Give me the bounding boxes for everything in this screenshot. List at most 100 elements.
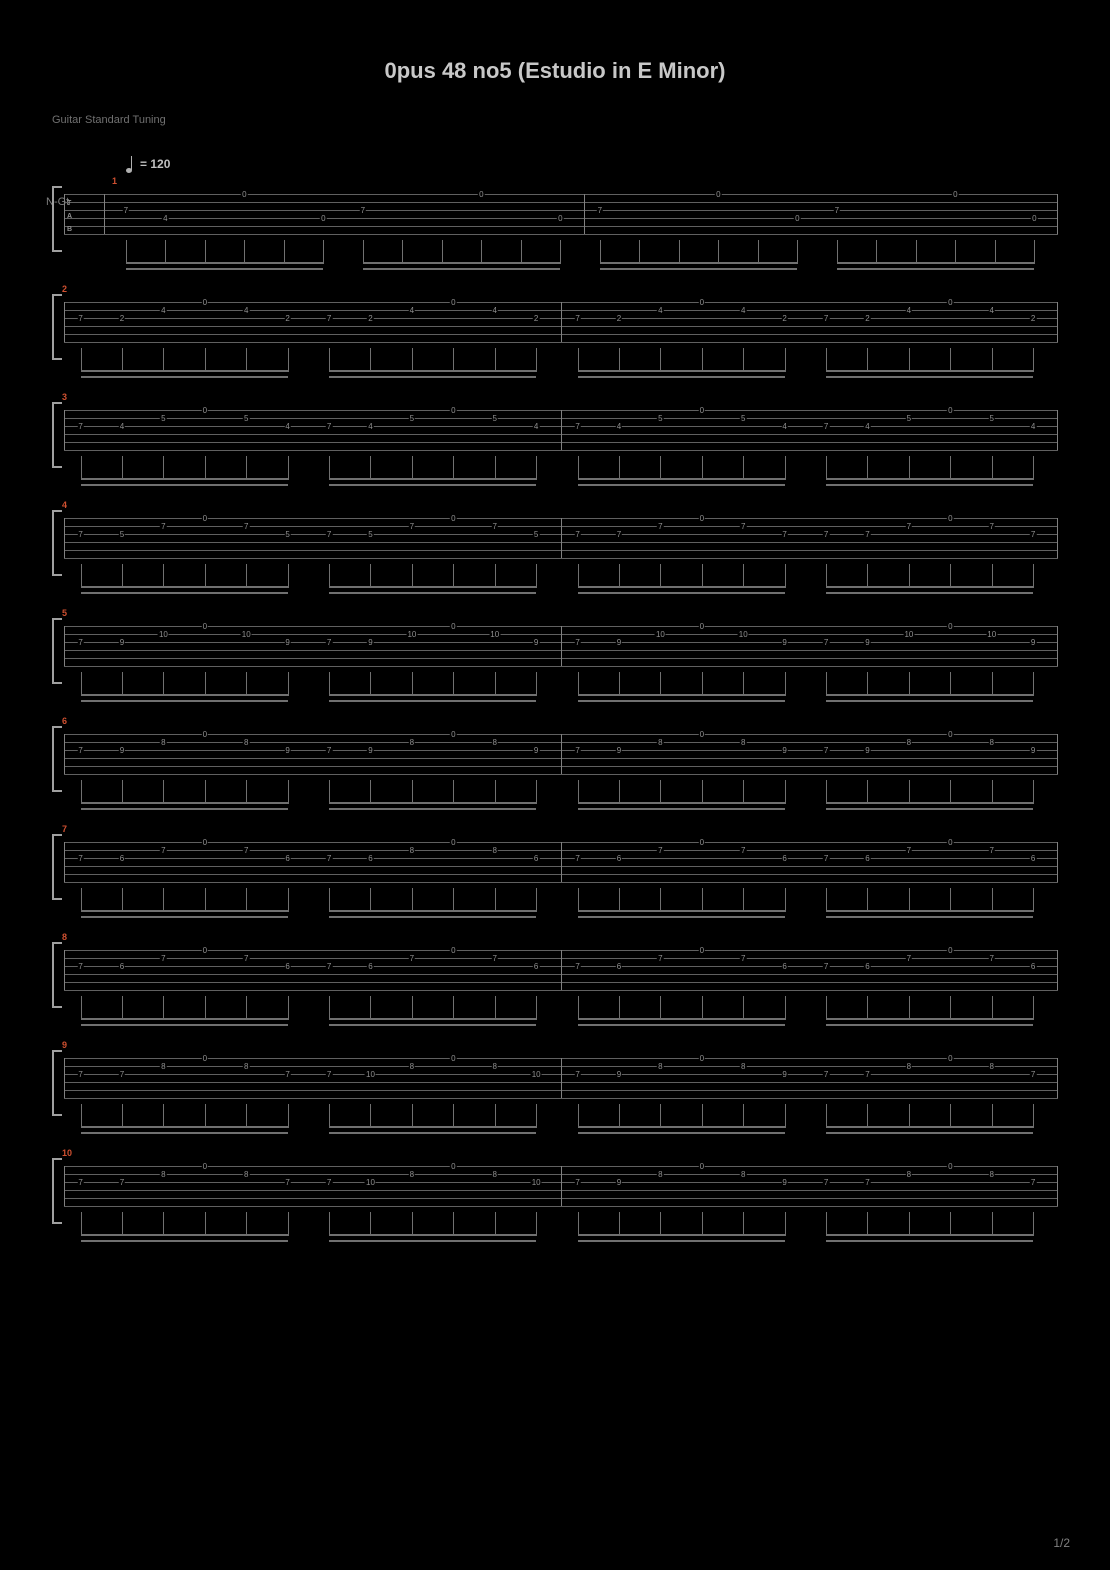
note-stem	[992, 780, 993, 804]
note-stem	[660, 348, 661, 372]
fret-number: 7	[119, 1071, 125, 1078]
fret-number: 6	[119, 963, 125, 970]
fret-number: 4	[740, 307, 746, 314]
beam-secondary	[826, 1132, 1033, 1134]
note-stem	[578, 780, 579, 804]
note-stem	[743, 1212, 744, 1236]
beam-primary	[329, 910, 536, 912]
measure-number: 4	[62, 500, 67, 510]
note-stem	[619, 564, 620, 588]
fret-number: 7	[574, 1071, 580, 1078]
beam-secondary	[329, 592, 536, 594]
note-stem	[950, 888, 951, 912]
staff-line	[64, 558, 1058, 559]
fret-number: 10	[531, 1179, 542, 1186]
note-stem	[412, 1212, 413, 1236]
staff-line	[64, 990, 1058, 991]
system-bracket	[52, 186, 62, 252]
fret-number: 6	[1030, 963, 1036, 970]
fret-number: 2	[533, 315, 539, 322]
beam-primary	[578, 694, 785, 696]
barline	[64, 734, 65, 774]
note-stem	[702, 1104, 703, 1128]
fret-number: 7	[77, 855, 83, 862]
note-stem	[81, 672, 82, 696]
tab-system: 1TAB7400700700700	[52, 180, 1058, 288]
beam-secondary	[578, 484, 785, 486]
note-stem	[578, 888, 579, 912]
beam-primary	[81, 478, 288, 480]
beam-group	[826, 348, 1033, 378]
beam-primary	[578, 802, 785, 804]
fret-number: 7	[77, 531, 83, 538]
fret-number: 7	[491, 955, 497, 962]
barline	[1057, 194, 1058, 234]
staff-line	[64, 194, 1058, 195]
page-title: 0pus 48 no5 (Estudio in E Minor)	[0, 0, 1110, 84]
note-stem	[826, 996, 827, 1020]
fret-number: 10	[365, 1179, 376, 1186]
note-stem	[288, 348, 289, 372]
fret-number: 0	[450, 515, 456, 522]
measure-number: 10	[62, 1148, 72, 1158]
beam-group	[81, 996, 288, 1026]
barline	[1057, 950, 1058, 990]
fret-number: 9	[367, 747, 373, 754]
note-stem	[702, 780, 703, 804]
system-bracket	[52, 510, 62, 576]
beam-primary	[81, 1018, 288, 1020]
note-stem	[363, 240, 364, 264]
beam-secondary	[81, 592, 288, 594]
fret-number: 9	[119, 747, 125, 754]
note-stem	[992, 1212, 993, 1236]
note-stem	[412, 348, 413, 372]
note-stem	[1033, 456, 1034, 480]
note-stem	[453, 564, 454, 588]
staff-line	[64, 202, 1058, 203]
fret-number: 7	[823, 1071, 829, 1078]
fret-number: 0	[947, 623, 953, 630]
note-stem	[163, 780, 164, 804]
note-stem	[163, 888, 164, 912]
beam-secondary	[81, 1024, 288, 1026]
note-stem	[205, 996, 206, 1020]
fret-number: 7	[740, 523, 746, 530]
barline	[561, 518, 562, 558]
fret-number: 7	[243, 523, 249, 530]
fret-number: 0	[947, 407, 953, 414]
fret-number: 7	[574, 963, 580, 970]
fret-number: 7	[326, 531, 332, 538]
fret-number: 7	[77, 1071, 83, 1078]
fret-number: 6	[533, 963, 539, 970]
fret-number: 7	[823, 963, 829, 970]
note-stem	[402, 240, 403, 264]
note-stem	[205, 456, 206, 480]
note-stem	[163, 1104, 164, 1128]
fret-number: 7	[326, 423, 332, 430]
system-bracket	[52, 942, 62, 1008]
fret-number: 2	[119, 315, 125, 322]
beam-primary	[578, 910, 785, 912]
note-stem	[481, 240, 482, 264]
measure-number: 2	[62, 284, 67, 294]
beam-primary	[329, 586, 536, 588]
note-stem	[660, 996, 661, 1020]
tab-clef-letter: B	[67, 226, 72, 234]
beam-group	[826, 780, 1033, 810]
beam-group	[826, 1212, 1033, 1242]
fret-number: 7	[77, 639, 83, 646]
note-stem	[329, 888, 330, 912]
note-stem	[453, 996, 454, 1020]
fret-number: 7	[123, 207, 129, 214]
fret-number: 7	[823, 747, 829, 754]
note-stem	[495, 456, 496, 480]
note-stem	[495, 564, 496, 588]
note-stem	[495, 1212, 496, 1236]
note-stem	[826, 456, 827, 480]
fret-number: 7	[834, 207, 840, 214]
note-stem	[785, 996, 786, 1020]
fret-number: 0	[699, 947, 705, 954]
fret-number: 7	[988, 523, 994, 530]
fret-number: 7	[657, 523, 663, 530]
system-bracket	[52, 402, 62, 468]
